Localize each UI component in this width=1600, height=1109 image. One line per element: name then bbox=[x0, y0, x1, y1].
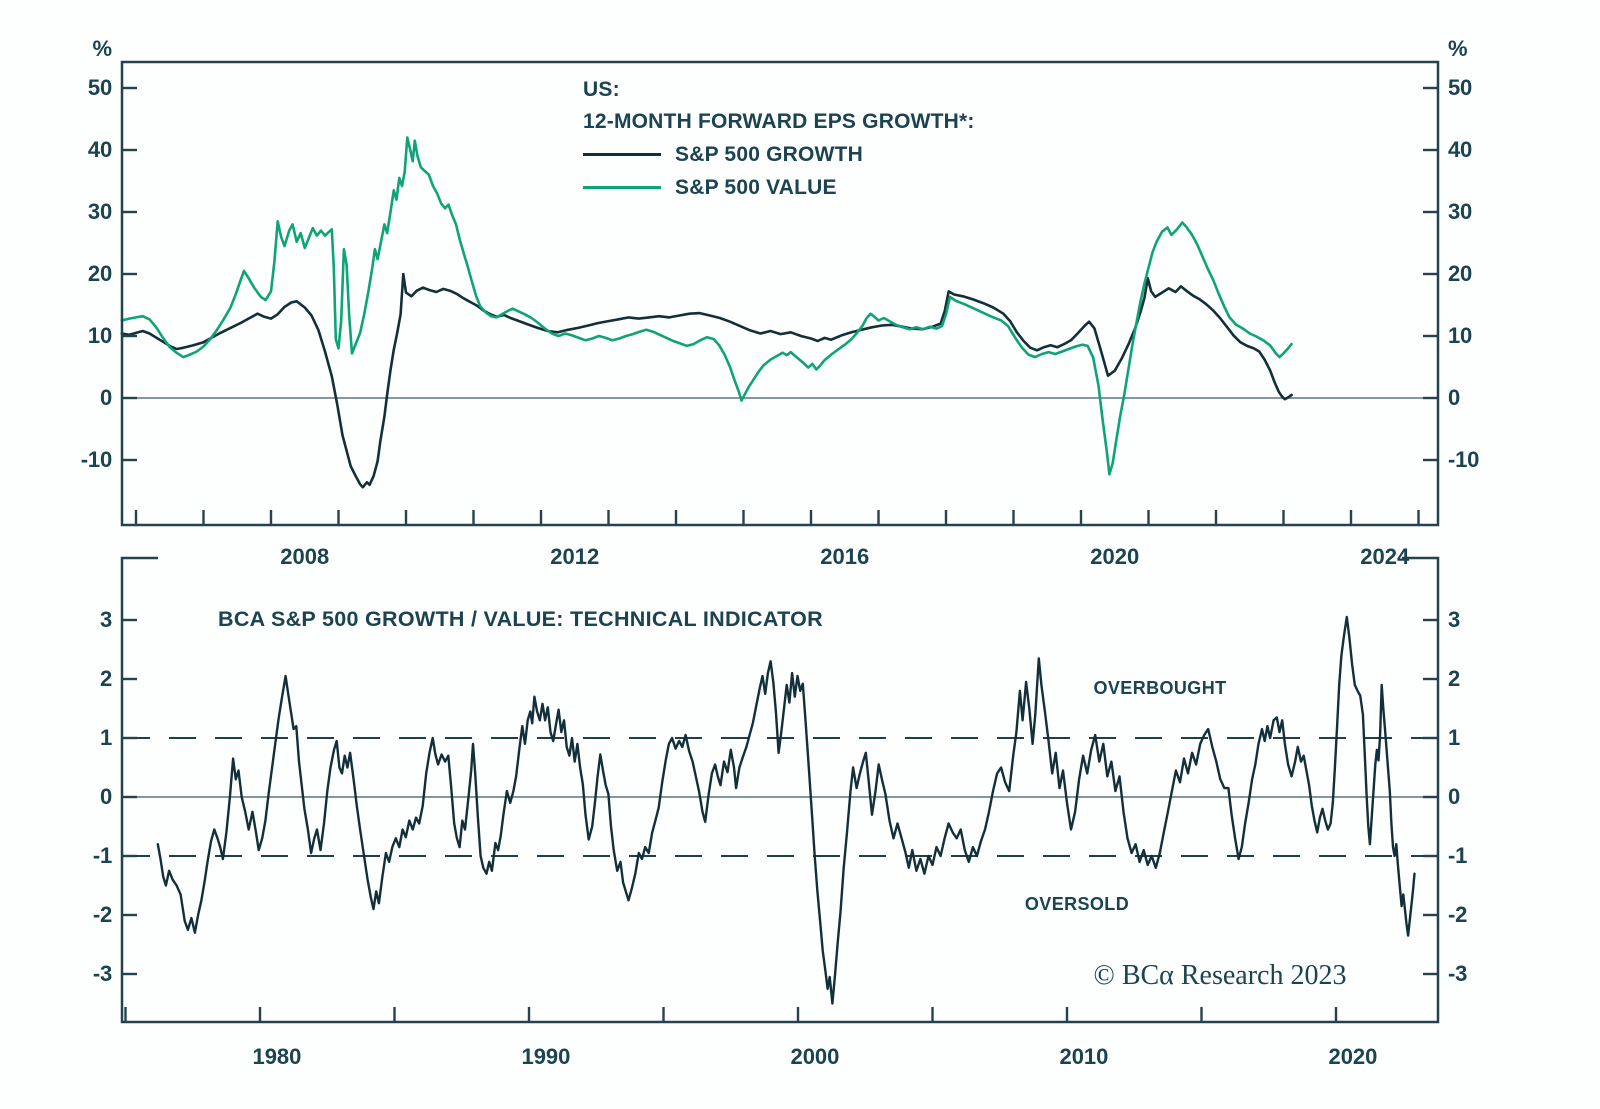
y-axis-unit-left: % bbox=[92, 36, 112, 61]
bottom-chart-title: BCA S&P 500 GROWTH / VALUE: TECHNICAL IN… bbox=[218, 607, 823, 631]
growth-line-path bbox=[120, 272, 1293, 489]
overbought-label: OVERBOUGHT bbox=[1093, 678, 1227, 698]
y-axis-tick-label: 3 bbox=[99, 607, 112, 632]
value-line-swatch bbox=[583, 186, 661, 189]
y-axis-tick-label: 40 bbox=[87, 137, 112, 162]
x-axis-year-label: 1980 bbox=[252, 1044, 302, 1069]
value-line-path bbox=[120, 136, 1293, 476]
y-axis-tick-label: 2 bbox=[99, 666, 112, 691]
x-axis-year-label: 2024 bbox=[1360, 544, 1410, 569]
y-axis-tick-label: -2 bbox=[92, 902, 112, 927]
legend: US: 12-MONTH FORWARD EPS GROWTH*: S&P 50… bbox=[583, 74, 975, 204]
x-axis-year-label: 2020 bbox=[1090, 544, 1140, 569]
y-axis-tick-label: 0 bbox=[1448, 784, 1461, 809]
copyright-notice: © BCα Research 2023 bbox=[1093, 960, 1347, 991]
x-axis-year-label: 2000 bbox=[790, 1044, 840, 1069]
y-axis-tick-label: 50 bbox=[87, 75, 112, 100]
x-axis-year-label: 2010 bbox=[1059, 1044, 1109, 1069]
y-axis-tick-label: -10 bbox=[1448, 447, 1480, 472]
y-axis-tick-label: 40 bbox=[1448, 137, 1473, 162]
y-axis-tick-label: 3 bbox=[1448, 607, 1461, 632]
y-axis-unit-right: % bbox=[1448, 36, 1468, 61]
indicator-line-path bbox=[156, 615, 1416, 1005]
growth-line-swatch bbox=[583, 153, 661, 156]
y-axis-tick-label: -10 bbox=[80, 447, 112, 472]
y-axis-tick-label: 30 bbox=[87, 199, 112, 224]
y-axis-tick-label: 1 bbox=[1448, 725, 1461, 750]
oversold-label: OVERSOLD bbox=[1024, 894, 1130, 914]
y-axis-tick-label: 0 bbox=[99, 784, 112, 809]
y-axis-tick-label: -3 bbox=[92, 961, 112, 986]
x-axis-year-label: 2020 bbox=[1328, 1044, 1378, 1069]
y-axis-tick-label: 10 bbox=[87, 323, 112, 348]
legend-item-value: S&P 500 VALUE bbox=[583, 171, 975, 204]
y-axis-tick-label: 20 bbox=[1448, 261, 1473, 286]
y-axis-tick-label: 20 bbox=[87, 261, 112, 286]
y-axis-tick-label: 30 bbox=[1448, 199, 1473, 224]
y-axis-tick-label: -1 bbox=[1448, 843, 1468, 868]
y-axis-tick-label: -3 bbox=[1448, 961, 1468, 986]
y-axis-tick-label: -2 bbox=[1448, 902, 1468, 927]
legend-label-growth: S&P 500 GROWTH bbox=[675, 142, 863, 166]
legend-subheading: 12-MONTH FORWARD EPS GROWTH*: bbox=[583, 110, 975, 133]
y-axis-tick-label: 1 bbox=[99, 725, 112, 750]
y-axis-tick-label: 50 bbox=[1448, 75, 1473, 100]
x-axis-year-label: 1990 bbox=[521, 1044, 571, 1069]
y-axis-tick-label: 0 bbox=[99, 385, 112, 410]
y-axis-tick-label: 0 bbox=[1448, 385, 1461, 410]
bottom-panel-frame bbox=[120, 556, 1440, 1024]
x-axis-year-label: 2012 bbox=[550, 544, 600, 569]
top-panel-frame bbox=[120, 60, 1440, 527]
y-axis-tick-label: 2 bbox=[1448, 666, 1461, 691]
legend-heading: US: bbox=[583, 78, 620, 101]
x-axis-year-label: 2008 bbox=[280, 544, 330, 569]
y-axis-tick-label: 10 bbox=[1448, 323, 1473, 348]
legend-label-value: S&P 500 VALUE bbox=[675, 175, 837, 199]
x-axis-year-label: 2016 bbox=[820, 544, 870, 569]
legend-item-growth: S&P 500 GROWTH bbox=[583, 138, 975, 171]
y-axis-tick-label: -1 bbox=[92, 843, 112, 868]
